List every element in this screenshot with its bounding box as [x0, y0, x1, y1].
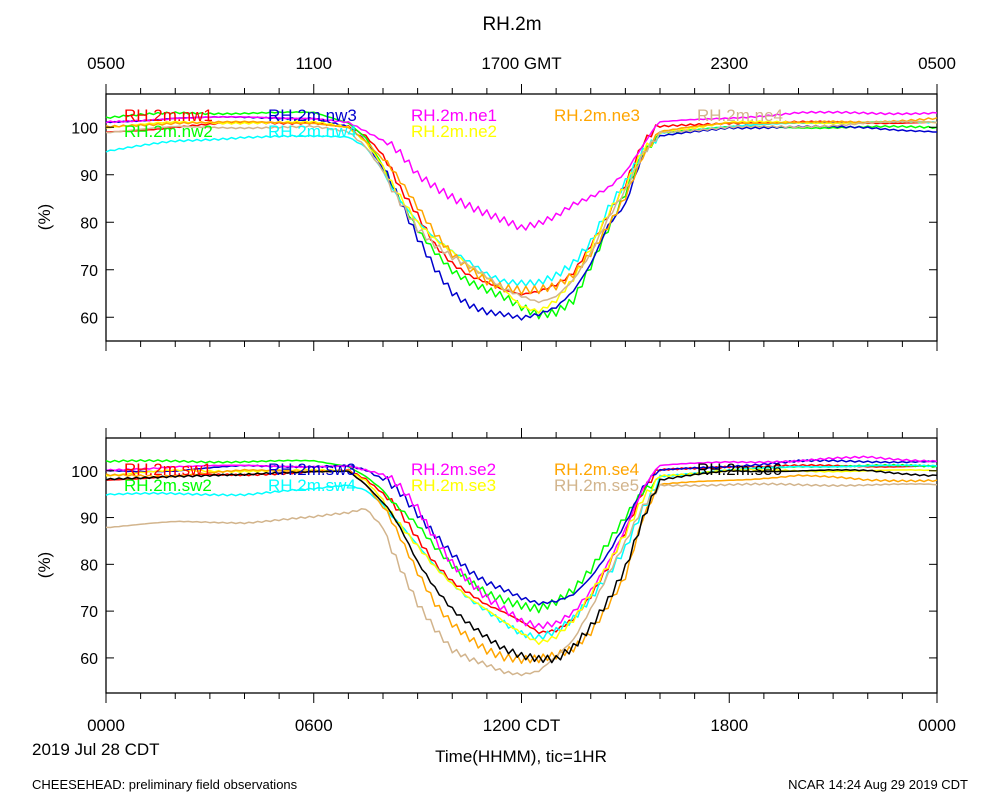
bottom-x-tick-label: 0000	[918, 716, 956, 735]
legend-label-RH-2m-sw4: RH.2m.sw4	[268, 476, 356, 495]
legend-label-RH-2m-nw2: RH.2m.nw2	[124, 122, 213, 141]
bottom-x-tick-label: 1800	[710, 716, 748, 735]
series-line-RH-2m-ne4	[105, 120, 938, 304]
bottom-ticks: 60 70 80 90 100 0000 0600 1200 CDT 1800 0000	[71, 428, 956, 735]
top-x-tick-label: 0500	[918, 54, 956, 73]
legend-label-RH-2m-ne2: RH.2m.ne2	[411, 122, 497, 141]
bottom-y-tick-label: 60	[80, 651, 98, 668]
top-y-tick-label: 60	[80, 310, 98, 327]
series-line-RH-2m-ne2	[105, 120, 937, 314]
top-x-tick-label: 1700 GMT	[481, 54, 561, 73]
legend-label-RH-2m-se3: RH.2m.se3	[411, 476, 496, 495]
series-line-RH-2m-se4	[105, 468, 938, 665]
series-line-RH-2m-nw2	[105, 111, 938, 320]
series-line-RH-2m-se5	[105, 482, 938, 677]
top-y-tick-label: 70	[80, 263, 98, 280]
legend-label-RH-2m-se2: RH.2m.se2	[411, 460, 496, 479]
series-line-RH-2m-ne1	[105, 110, 938, 231]
series-line-RH-2m-ne3	[105, 117, 938, 296]
legend-label-RH-2m-se4: RH.2m.se4	[554, 460, 639, 479]
legend-label-RH-2m-sw2: RH.2m.sw2	[124, 476, 212, 495]
top-x-tick-label: 2300	[710, 54, 748, 73]
legend-label-RH-2m-ne1: RH.2m.ne1	[411, 106, 497, 125]
top-y-tick-label: 90	[80, 168, 98, 185]
top-x-tick-label: 1100	[295, 54, 332, 73]
series-line-RH-2m-se6	[105, 468, 938, 664]
bottom-series-lines	[105, 455, 938, 677]
legend-label-RH-2m-nw4: RH.2m.nw4	[268, 122, 357, 141]
bottom-y-tick-label: 100	[71, 464, 98, 481]
legend-label-RH-2m-se5: RH.2m.se5	[554, 476, 639, 495]
legend-label-RH-2m-nw3: RH.2m.nw3	[268, 106, 357, 125]
legend-label-RH-2m-nw1: RH.2m.nw1	[124, 106, 213, 125]
top-panel: 60 70 80 90 100 0500 1100 1700 GMT 2300 0500 RH.2…	[35, 54, 956, 351]
bottom-y-tick-label: 80	[80, 557, 98, 574]
date-label: 2019 Jul 28 CDT	[32, 740, 160, 759]
legend-label-RH-2m-ne3: RH.2m.ne3	[554, 106, 640, 125]
top-y-tick-label: 100	[71, 120, 98, 137]
top-x-tick-label: 0500	[87, 54, 125, 73]
bottom-x-tick-label: 0000	[87, 716, 125, 735]
bottom-y-tick-label: 90	[80, 511, 98, 528]
top-ticks: 60 70 80 90 100 0500 1100 1700 GMT 2300 0500	[71, 54, 956, 351]
bottom-x-tick-label: 0600	[295, 716, 333, 735]
bottom-y-tick-label: 70	[80, 604, 98, 621]
series-line-RH-2m-se2	[105, 455, 938, 630]
chart-title: RH.2m	[482, 14, 541, 35]
top-y-axis-label: (%)	[35, 204, 54, 230]
x-axis-label: Time(HHMM), tic=1HR	[435, 747, 607, 766]
series-line-RH-2m-sw4	[105, 464, 938, 641]
footer-left-note: CHEESEHEAD: preliminary field observatio…	[32, 777, 298, 792]
top-y-tick-label: 80	[80, 215, 98, 232]
legend-label-RH-2m-ne4: RH.2m.ne4	[697, 106, 783, 125]
legend-label-RH-2m-sw3: RH.2m.sw3	[268, 460, 356, 479]
legend-label-RH-2m-se6: RH.2m.se6	[697, 460, 782, 479]
footer-right-note: NCAR 14:24 Aug 29 2019 CDT	[788, 777, 968, 792]
bottom-x-tick-label: 1200 CDT	[483, 716, 560, 735]
legend-label-RH-2m-sw1: RH.2m.sw1	[124, 460, 212, 479]
top-series-lines	[105, 110, 938, 321]
bottom-y-axis-label: (%)	[35, 552, 54, 578]
bottom-panel: 60 70 80 90 100 0000 0600 1200 CDT 1800 0000 RH.2…	[35, 428, 956, 735]
